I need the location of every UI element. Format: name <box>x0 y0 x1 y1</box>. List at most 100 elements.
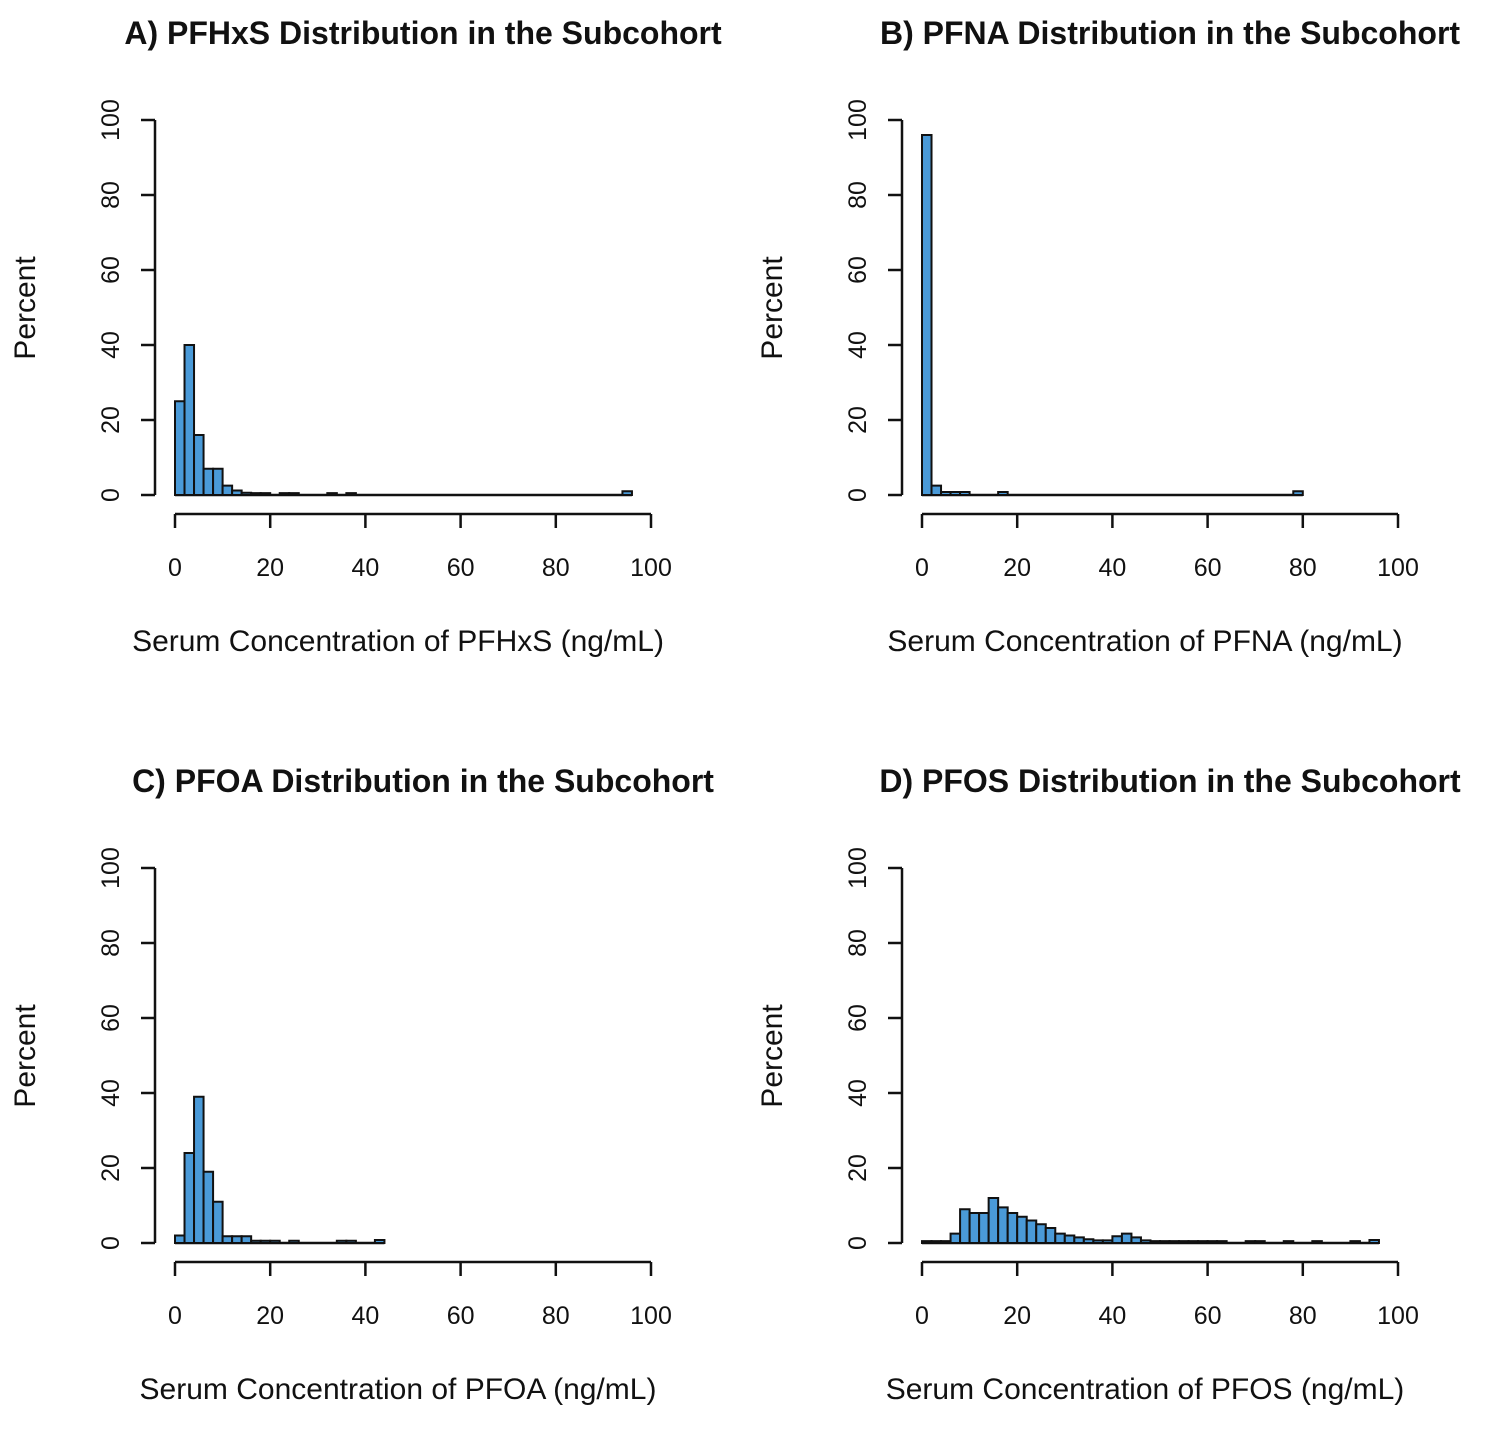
histogram-bar <box>1187 1240 1200 1244</box>
y-tick-label: 40 <box>97 1079 125 1107</box>
y-axis-label: Percent <box>756 256 789 360</box>
y-tick-label: 20 <box>97 1154 125 1182</box>
histogram-bar <box>231 489 243 496</box>
y-tick-label: 0 <box>844 488 872 502</box>
histogram-bar <box>193 1095 205 1244</box>
histogram-bar <box>240 1235 253 1244</box>
histogram-bar <box>930 484 943 496</box>
histogram-bar <box>221 1235 234 1244</box>
x-tick-label: 80 <box>542 554 570 582</box>
y-tick-label: 80 <box>97 929 125 957</box>
y-tick-label: 20 <box>844 1154 872 1182</box>
histogram-bar <box>1006 1212 1019 1244</box>
y-tick-label: 0 <box>97 488 125 502</box>
histogram-bar <box>1073 1236 1085 1244</box>
y-tick-label: 80 <box>844 929 872 957</box>
panel-a: A) PFHxS Distribution in the Subcohort 0 2… <box>9 15 722 658</box>
histogram-bar <box>997 491 1009 496</box>
chart-title: B) PFNA Distribution in the Subcohort <box>880 15 1460 51</box>
x-axis-label: Serum Concentration of PFNA (ng/mL) <box>887 625 1402 658</box>
histogram-bar <box>1159 1240 1171 1244</box>
histogram-bar <box>183 1152 196 1244</box>
x-tick-label: 60 <box>1194 554 1222 582</box>
histogram-bar <box>1044 1227 1057 1244</box>
x-tick-label: 60 <box>447 1302 475 1330</box>
y-tick-label: 80 <box>844 181 872 209</box>
x-tick-label: 20 <box>1003 554 1031 582</box>
histogram-bar <box>345 1239 357 1244</box>
histogram-bar <box>978 1212 990 1244</box>
histogram-bar <box>1025 1219 1038 1244</box>
histogram-bar <box>250 1239 262 1244</box>
chart-title: A) PFHxS Distribution in the Subcohort <box>124 15 722 51</box>
y-tick-label: 100 <box>97 99 125 141</box>
histogram-bar <box>1063 1234 1076 1244</box>
histogram-bar <box>1282 1240 1295 1244</box>
y-axis-label: Percent <box>9 256 42 360</box>
histogram-bar <box>221 484 234 496</box>
histogram-bar <box>921 1240 933 1244</box>
histogram-bar <box>1254 1240 1266 1244</box>
histogram-bar <box>259 492 272 496</box>
panel-b: B) PFNA Distribution in the Subcohort 0 20… <box>756 15 1460 658</box>
histogram-bar <box>212 467 224 496</box>
histogram-bar <box>959 491 971 496</box>
x-tick-label: 40 <box>351 1302 379 1330</box>
histogram-bar <box>174 400 186 496</box>
histogram-bar <box>1292 490 1304 496</box>
histogram-bar <box>288 492 300 496</box>
y-tick-label: 100 <box>844 99 872 141</box>
x-tick-label: 20 <box>256 554 284 582</box>
histogram-bar <box>1130 1236 1142 1244</box>
histogram-bar <box>1244 1240 1257 1244</box>
y-tick-label: 40 <box>844 1079 872 1107</box>
histogram-bar <box>940 491 952 496</box>
y-tick-label: 100 <box>97 847 125 889</box>
x-tick-label: 100 <box>630 554 672 582</box>
histogram-bar <box>968 1212 981 1244</box>
histogram-bar <box>959 1208 971 1244</box>
x-tick-label: 60 <box>1194 1302 1222 1330</box>
histogram-bar <box>1168 1240 1181 1244</box>
histogram-bar <box>1111 1235 1123 1244</box>
y-axis-label: Percent <box>756 1004 789 1108</box>
y-tick-label: 60 <box>844 256 872 284</box>
histogram-bar <box>1092 1239 1104 1244</box>
x-axis-label: Serum Concentration of PFOA (ng/mL) <box>140 1373 657 1406</box>
panel-c: C) PFOA Distribution in the Subcohort 0 20… <box>9 763 714 1406</box>
histogram-bar <box>250 492 262 496</box>
x-tick-label: 80 <box>1289 1302 1317 1330</box>
histogram-bar <box>269 1239 281 1244</box>
histogram-bar <box>212 1200 224 1244</box>
x-tick-label: 0 <box>168 1302 182 1330</box>
histogram-bar <box>1311 1240 1323 1244</box>
x-tick-label: 80 <box>1289 554 1317 582</box>
histogram-bar <box>987 1197 1000 1244</box>
x-axis-label: Serum Concentration of PFOS (ng/mL) <box>886 1373 1405 1406</box>
y-tick-label: 20 <box>844 406 872 434</box>
x-tick-label: 100 <box>1377 554 1419 582</box>
y-tick-label: 60 <box>97 1004 125 1032</box>
histogram-bar <box>288 1239 300 1244</box>
x-tick-label: 20 <box>256 1302 284 1330</box>
histogram-bar <box>202 467 215 496</box>
histogram-bar <box>949 1232 962 1244</box>
chart-title: C) PFOA Distribution in the Subcohort <box>132 763 714 799</box>
panel-d: D) PFOS Distribution in the Subcohort 0 20… <box>756 763 1461 1406</box>
histogram-bar <box>940 1240 952 1244</box>
x-tick-label: 80 <box>542 1302 570 1330</box>
histogram-bar <box>259 1239 272 1244</box>
histogram-bar <box>621 490 633 496</box>
y-tick-label: 100 <box>844 847 872 889</box>
x-axis-label: Serum Concentration of PFHxS (ng/mL) <box>132 625 664 658</box>
histogram-bar <box>373 1239 386 1244</box>
histogram-bar <box>174 1234 186 1244</box>
y-tick-label: 80 <box>97 181 125 209</box>
histogram-bar <box>1016 1215 1028 1244</box>
x-tick-label: 0 <box>915 1302 929 1330</box>
chart-title: D) PFOS Distribution in the Subcohort <box>879 763 1461 799</box>
histogram-bar <box>202 1170 215 1244</box>
x-tick-label: 0 <box>168 554 182 582</box>
histogram-bar <box>193 434 205 496</box>
histogram-bar <box>231 1235 243 1244</box>
